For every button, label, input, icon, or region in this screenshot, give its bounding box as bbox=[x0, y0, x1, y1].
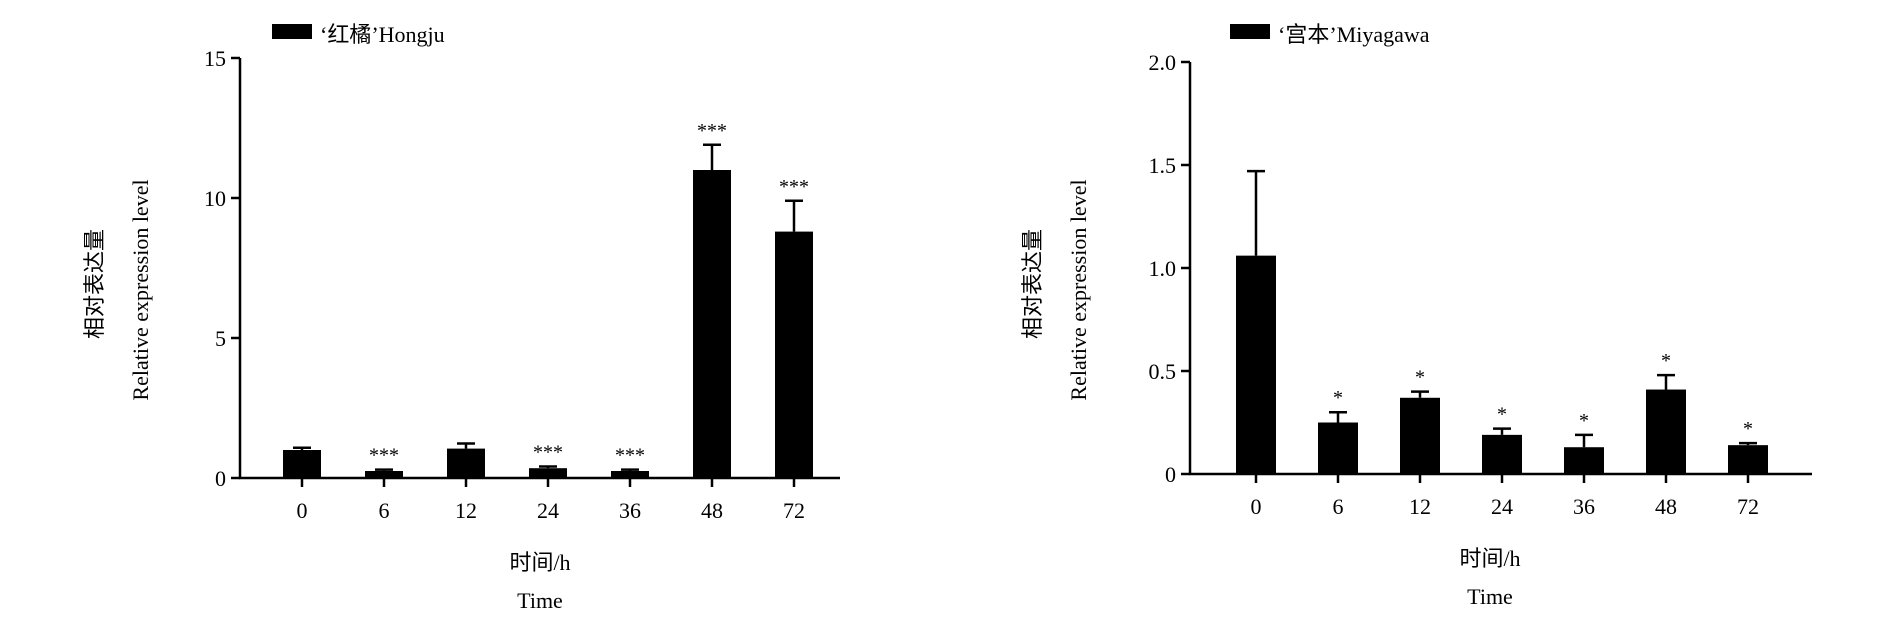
bar bbox=[1564, 447, 1604, 474]
significance-label: * bbox=[1579, 410, 1589, 432]
y-tick-label: 15 bbox=[204, 46, 226, 71]
x-tick-label: 72 bbox=[783, 498, 805, 523]
bar bbox=[611, 471, 649, 478]
significance-label: * bbox=[1333, 387, 1343, 409]
chart-panel-2: 0 0.5 1.0 1.5 2.0 0 6 * 12 * 24 * 36 * 48 * 72 * ‘宫本’Miyag… bbox=[1020, 22, 1812, 609]
significance-label: * bbox=[1415, 367, 1425, 389]
bar bbox=[529, 468, 567, 478]
x-tick-label: 24 bbox=[1491, 494, 1513, 519]
bar bbox=[447, 448, 485, 478]
x-tick-label: 0 bbox=[1251, 494, 1262, 519]
x-axis-label-cn: 时间/h bbox=[1459, 546, 1520, 571]
legend-label: ‘宫本’Miyagawa bbox=[1278, 22, 1430, 47]
y-tick-label: 5 bbox=[215, 326, 226, 351]
significance-label: * bbox=[1661, 350, 1671, 372]
bar bbox=[1728, 445, 1768, 474]
legend-swatch bbox=[272, 24, 312, 39]
x-tick-label: 12 bbox=[455, 498, 477, 523]
bar bbox=[283, 450, 321, 478]
x-tick-label: 48 bbox=[1655, 494, 1677, 519]
significance-label: *** bbox=[697, 120, 727, 142]
y-tick-label: 0 bbox=[1165, 462, 1176, 487]
y-axis-label-en: Relative expression level bbox=[1066, 179, 1091, 400]
significance-label: *** bbox=[615, 445, 645, 467]
significance-label: *** bbox=[779, 176, 809, 198]
x-tick-label: 24 bbox=[537, 498, 559, 523]
x-tick-label: 12 bbox=[1409, 494, 1431, 519]
bar bbox=[1646, 389, 1686, 474]
y-tick-label: 1.0 bbox=[1149, 256, 1177, 281]
legend-label: ‘红橘’Hongju bbox=[320, 22, 445, 47]
chart-panel-1: 0 5 10 15 0 6 *** 12 24 *** 36 *** 48 *** 72 *** ‘红橘’Hon… bbox=[82, 22, 840, 613]
x-axis-label-cn: 时间/h bbox=[509, 550, 570, 575]
significance-label: * bbox=[1743, 418, 1753, 440]
significance-label: *** bbox=[369, 445, 399, 467]
x-tick-label: 48 bbox=[701, 498, 723, 523]
bar bbox=[1318, 422, 1358, 474]
x-tick-label: 36 bbox=[1573, 494, 1595, 519]
bar bbox=[1482, 434, 1522, 474]
bar bbox=[693, 170, 731, 478]
y-tick-label: 0 bbox=[215, 466, 226, 491]
x-axis-label-en: Time bbox=[1467, 584, 1513, 609]
y-tick-label: 1.5 bbox=[1149, 153, 1177, 178]
x-tick-label: 36 bbox=[619, 498, 641, 523]
bar bbox=[1236, 255, 1276, 474]
y-axis-label-en: Relative expression level bbox=[128, 179, 153, 400]
y-tick-label: 0.5 bbox=[1149, 359, 1177, 384]
x-tick-label: 0 bbox=[297, 498, 308, 523]
y-tick-label: 2.0 bbox=[1149, 50, 1177, 75]
x-tick-label: 6 bbox=[1333, 494, 1344, 519]
bar bbox=[365, 471, 403, 478]
x-tick-label: 72 bbox=[1737, 494, 1759, 519]
bar bbox=[775, 231, 813, 478]
y-axis-label-cn: 相对表达量 bbox=[82, 229, 107, 339]
legend-swatch bbox=[1230, 24, 1270, 39]
significance-label: *** bbox=[533, 442, 563, 464]
significance-label: * bbox=[1497, 404, 1507, 426]
x-tick-label: 6 bbox=[379, 498, 390, 523]
y-tick-label: 10 bbox=[204, 186, 226, 211]
y-axis-label-cn: 相对表达量 bbox=[1020, 229, 1045, 339]
bar bbox=[1400, 397, 1440, 474]
x-axis-label-en: Time bbox=[517, 588, 563, 613]
